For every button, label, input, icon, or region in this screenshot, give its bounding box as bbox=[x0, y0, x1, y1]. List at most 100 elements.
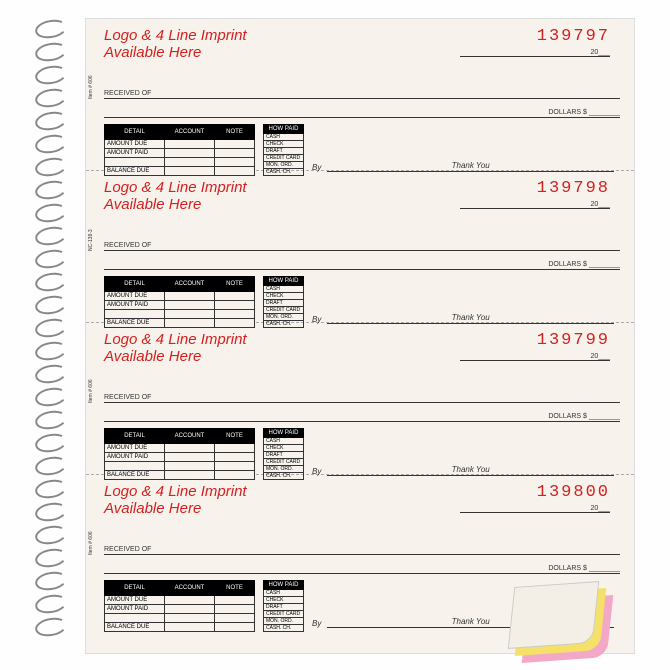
spiral-ring bbox=[34, 63, 69, 86]
spiral-ring bbox=[34, 17, 69, 40]
detail-header: NOTE bbox=[215, 428, 255, 443]
spiral-ring bbox=[34, 109, 69, 132]
detail-row-label bbox=[105, 309, 165, 318]
howpaid-header: HOW PAID bbox=[264, 124, 304, 133]
howpaid-option: CASH bbox=[264, 589, 304, 596]
spiral-ring bbox=[34, 362, 69, 385]
receipt-slip: Item # 606 Logo & 4 Line Imprint Availab… bbox=[86, 19, 634, 171]
item-number-side: Item # 606 bbox=[88, 379, 94, 403]
howpaid-option: CREDIT CARD bbox=[264, 610, 304, 617]
date-line: 20___ bbox=[460, 49, 610, 57]
howpaid-option: MON. ORD. bbox=[264, 313, 304, 320]
receipt-number: 139800 bbox=[537, 483, 610, 502]
howpaid-option: MON. ORD. bbox=[264, 465, 304, 472]
receipt-number: 139798 bbox=[537, 179, 610, 198]
item-number-side: NC-138-3 bbox=[88, 229, 94, 251]
howpaid-header: HOW PAID bbox=[264, 276, 304, 285]
spiral-ring bbox=[34, 431, 69, 454]
detail-row-label: AMOUNT PAID bbox=[105, 604, 165, 613]
detail-header: DETAIL bbox=[105, 276, 165, 291]
detail-row-label bbox=[105, 461, 165, 470]
spiral-binding bbox=[35, 20, 75, 650]
detail-row-label: AMOUNT PAID bbox=[105, 300, 165, 309]
howpaid-option: CHECK bbox=[264, 444, 304, 451]
howpaid-header: HOW PAID bbox=[264, 580, 304, 589]
howpaid-option: CREDIT CARD bbox=[264, 154, 304, 161]
receipt-slip: Item # 606 Logo & 4 Line Imprint Availab… bbox=[86, 323, 634, 475]
spiral-ring bbox=[34, 224, 69, 247]
spiral-ring bbox=[34, 592, 69, 615]
receipt-slip: NC-138-3 Logo & 4 Line Imprint Available… bbox=[86, 171, 634, 323]
detail-row-label: AMOUNT DUE bbox=[105, 139, 165, 148]
detail-table: DETAILACCOUNTNOTE AMOUNT DUEAMOUNT PAIDB… bbox=[104, 124, 255, 176]
detail-row-label bbox=[105, 157, 165, 166]
detail-table: DETAILACCOUNTNOTE AMOUNT DUEAMOUNT PAID B… bbox=[104, 580, 255, 632]
howpaid-option: DRAFT bbox=[264, 603, 304, 610]
detail-row-label: AMOUNT DUE bbox=[105, 443, 165, 452]
thank-you: Thank You bbox=[327, 313, 614, 324]
date-line: 20___ bbox=[460, 353, 610, 361]
howpaid-option: DRAFT bbox=[264, 451, 304, 458]
detail-table: DETAILACCOUNTNOTE AMOUNT DUEAMOUNT PAIDB… bbox=[104, 428, 255, 480]
spiral-ring bbox=[34, 500, 69, 523]
spiral-ring bbox=[34, 132, 69, 155]
howpaid-option: DRAFT bbox=[264, 147, 304, 154]
spiral-ring bbox=[34, 270, 69, 293]
receipt-number: 139797 bbox=[537, 27, 610, 46]
detail-header: DETAIL bbox=[105, 580, 165, 595]
how-paid-table: HOW PAID CASHCHECKDRAFTCREDIT CARDMON. O… bbox=[263, 428, 304, 480]
spiral-ring bbox=[34, 339, 69, 362]
detail-header: ACCOUNT bbox=[165, 580, 215, 595]
detail-header: ACCOUNT bbox=[165, 428, 215, 443]
spiral-ring bbox=[34, 155, 69, 178]
detail-row-label: AMOUNT DUE bbox=[105, 595, 165, 604]
dollars-line: DOLLARS $ ________ bbox=[104, 261, 620, 270]
detail-header: DETAIL bbox=[105, 124, 165, 139]
detail-row-label: AMOUNT PAID bbox=[105, 148, 165, 157]
white-copy bbox=[508, 581, 600, 649]
receipt-number: 139799 bbox=[537, 331, 610, 350]
item-number-side: Item # 606 bbox=[88, 531, 94, 555]
spiral-ring bbox=[34, 40, 69, 63]
detail-header: NOTE bbox=[215, 276, 255, 291]
howpaid-option: CHECK bbox=[264, 140, 304, 147]
date-line: 20___ bbox=[460, 201, 610, 209]
spiral-ring bbox=[34, 523, 69, 546]
spiral-ring bbox=[34, 546, 69, 569]
howpaid-option: MON. ORD. bbox=[264, 161, 304, 168]
howpaid-option: CHECK bbox=[264, 292, 304, 299]
detail-table: DETAILACCOUNTNOTE AMOUNT DUEAMOUNT PAIDB… bbox=[104, 276, 255, 328]
how-paid-table: HOW PAID CASHCHECKDRAFTCREDIT CARDMON. O… bbox=[263, 124, 304, 176]
spiral-ring bbox=[34, 293, 69, 316]
spiral-ring bbox=[34, 477, 69, 500]
spiral-ring bbox=[34, 247, 69, 270]
howpaid-option: CASH bbox=[264, 437, 304, 444]
signature-area: By Thank You bbox=[312, 428, 620, 480]
page-curl bbox=[515, 590, 610, 660]
howpaid-option: CASH. CH. bbox=[264, 624, 304, 631]
spiral-ring bbox=[34, 615, 69, 638]
detail-header: ACCOUNT bbox=[165, 276, 215, 291]
thank-you: Thank You bbox=[327, 465, 614, 476]
spiral-ring bbox=[34, 408, 69, 431]
spiral-ring bbox=[34, 569, 69, 592]
howpaid-option: DRAFT bbox=[264, 299, 304, 306]
howpaid-option: CASH bbox=[264, 133, 304, 140]
dollars-line: DOLLARS $ ________ bbox=[104, 565, 620, 574]
spiral-ring bbox=[34, 385, 69, 408]
spiral-ring bbox=[34, 201, 69, 224]
howpaid-option: MON. ORD. bbox=[264, 617, 304, 624]
received-of-line: RECEIVED OF bbox=[104, 546, 620, 555]
spiral-ring bbox=[34, 454, 69, 477]
signature-area: By Thank You bbox=[312, 124, 620, 176]
receipt-book: Item # 606 Logo & 4 Line Imprint Availab… bbox=[85, 18, 635, 654]
how-paid-table: HOW PAID CASHCHECKDRAFTCREDIT CARDMON. O… bbox=[263, 580, 304, 632]
received-of-line: RECEIVED OF bbox=[104, 242, 620, 251]
detail-header: ACCOUNT bbox=[165, 124, 215, 139]
thank-you: Thank You bbox=[327, 161, 614, 172]
item-number-side: Item # 606 bbox=[88, 75, 94, 99]
detail-row-label: AMOUNT PAID bbox=[105, 452, 165, 461]
detail-header: NOTE bbox=[215, 580, 255, 595]
howpaid-option: CREDIT CARD bbox=[264, 306, 304, 313]
detail-row-label: BALANCE DUE bbox=[105, 622, 165, 631]
